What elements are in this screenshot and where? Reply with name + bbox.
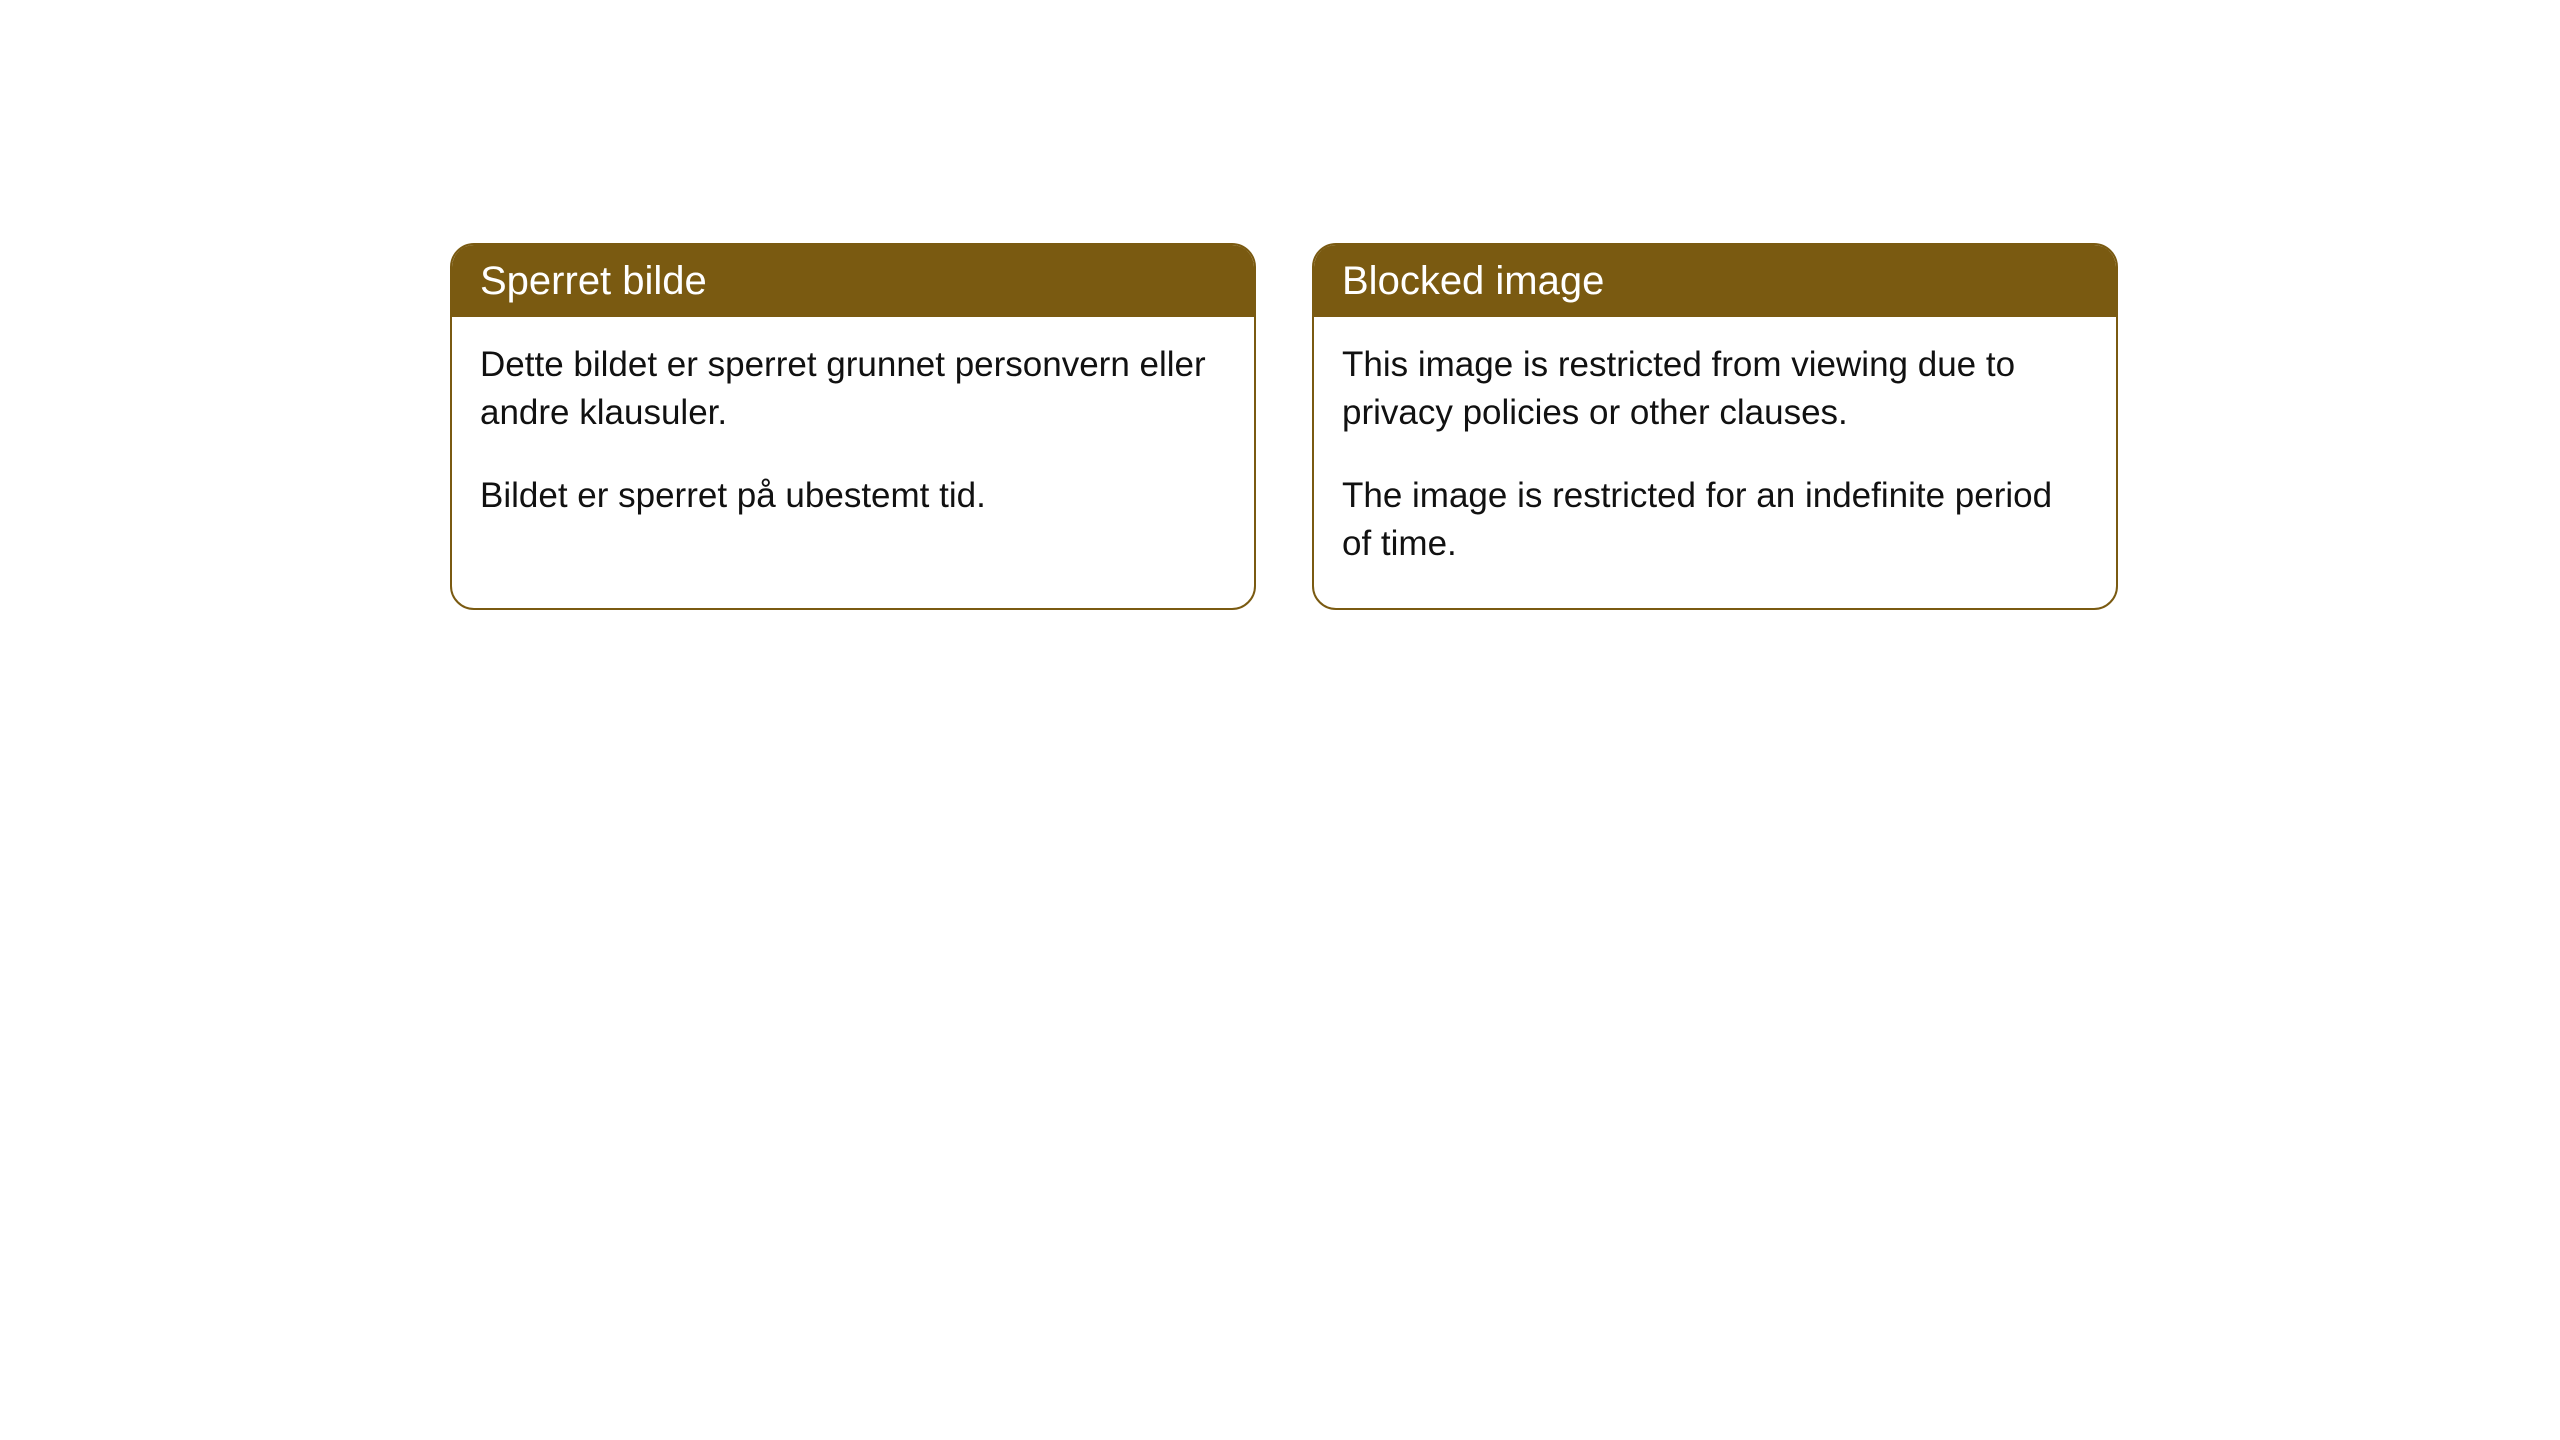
card-text-english-2: The image is restricted for an indefinit… <box>1342 472 2088 569</box>
card-text-norwegian-1: Dette bildet er sperret grunnet personve… <box>480 341 1226 438</box>
card-body-norwegian: Dette bildet er sperret grunnet personve… <box>452 317 1254 560</box>
card-title-norwegian: Sperret bilde <box>452 245 1254 317</box>
card-text-norwegian-2: Bildet er sperret på ubestemt tid. <box>480 472 1226 520</box>
blocked-image-card-norwegian: Sperret bilde Dette bildet er sperret gr… <box>450 243 1256 610</box>
card-title-english: Blocked image <box>1314 245 2116 317</box>
card-text-english-1: This image is restricted from viewing du… <box>1342 341 2088 438</box>
notice-container: Sperret bilde Dette bildet er sperret gr… <box>0 0 2560 610</box>
blocked-image-card-english: Blocked image This image is restricted f… <box>1312 243 2118 610</box>
card-body-english: This image is restricted from viewing du… <box>1314 317 2116 608</box>
